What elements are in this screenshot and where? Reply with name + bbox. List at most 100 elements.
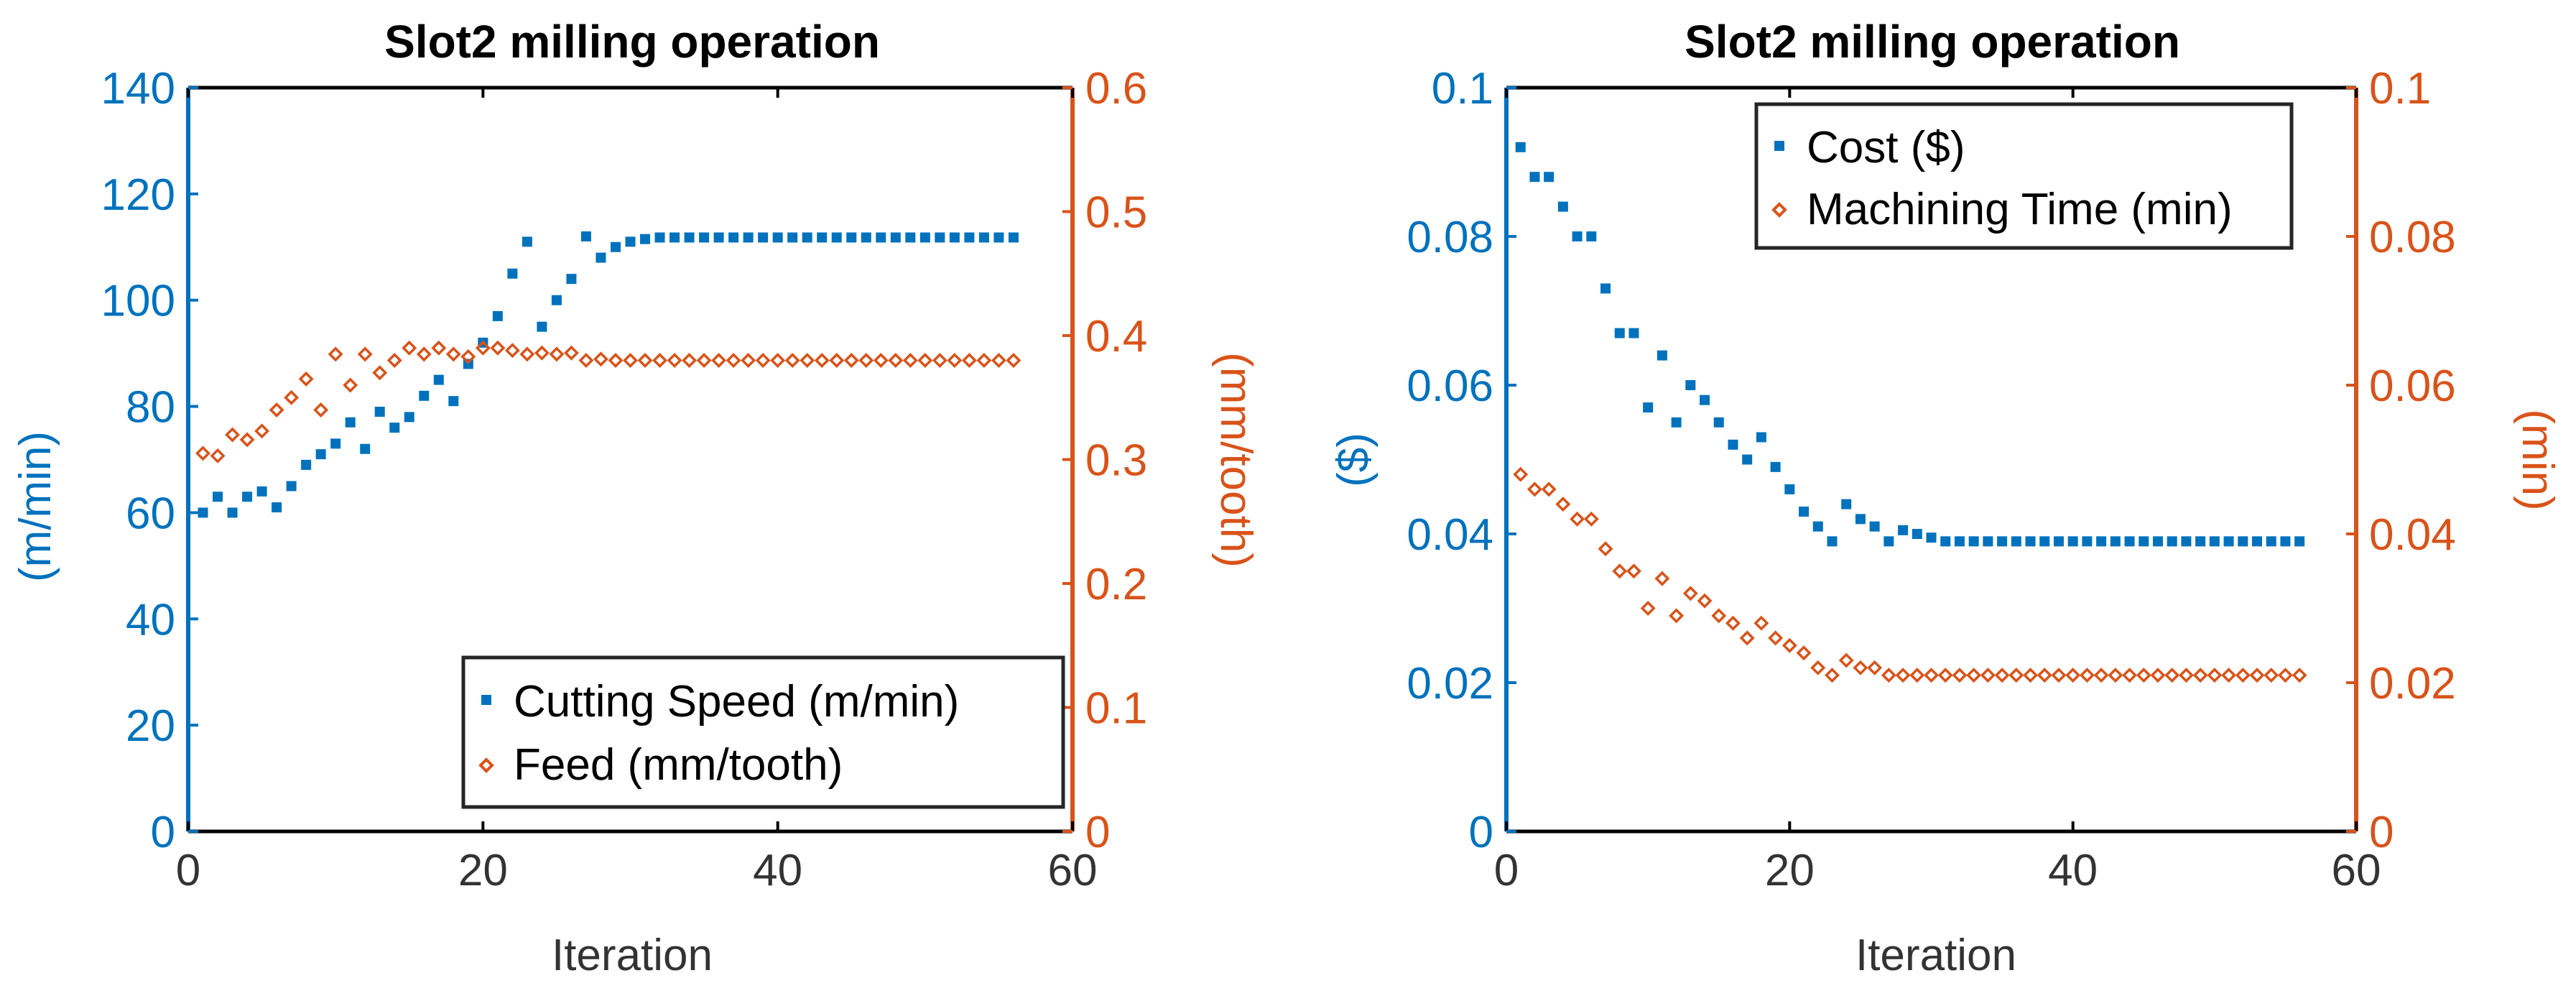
data-point: [1895, 668, 1911, 683]
data-point: [1526, 481, 1542, 497]
y-tick-label-right: 0: [2369, 808, 2394, 857]
data-point: [1006, 353, 1021, 368]
data-point: [431, 340, 447, 356]
data-point: [2079, 668, 2095, 683]
y-tick-label-right: 0.04: [2369, 510, 2456, 560]
legend-marker-cutting-speed: [481, 695, 491, 705]
data-point: [1952, 668, 1968, 683]
data-point: [433, 374, 444, 385]
data-point: [1924, 668, 1939, 683]
data-point: [1654, 571, 1670, 586]
data-point: [802, 232, 812, 243]
data-point: [917, 353, 933, 368]
y-tick-label-right: 0.6: [1085, 64, 1147, 114]
data-point: [1713, 417, 1724, 428]
data-point: [1513, 466, 1529, 482]
chart-title: Slot2 milling operation: [384, 16, 880, 68]
x-tick-label: 20: [458, 846, 508, 895]
data-point: [301, 459, 312, 470]
y-tick-label-left: 60: [126, 489, 175, 538]
data-point: [372, 365, 388, 381]
data-point: [905, 232, 916, 243]
data-point: [2235, 668, 2251, 683]
legend-box: [1754, 102, 2294, 250]
y-tick-label-left: 0.02: [1407, 659, 1493, 709]
legend: Cutting Speed (m/min) Feed (mm/tooth): [461, 655, 1065, 809]
data-point: [357, 346, 373, 362]
y-tick-label-left: 120: [101, 170, 175, 220]
data-point: [741, 353, 756, 368]
data-point: [210, 448, 226, 463]
legend-box: [461, 655, 1065, 809]
data-point: [1810, 660, 1826, 675]
y-tick-label-right: 0.1: [1085, 684, 1147, 734]
data-point: [667, 353, 682, 368]
data-point: [2065, 668, 2081, 683]
data-point: [713, 232, 724, 243]
data-point: [1697, 593, 1713, 609]
data-point: [1583, 511, 1599, 527]
data-point: [460, 349, 476, 364]
data-point: [1612, 563, 1628, 579]
y-tick-label-right: 0.1: [2369, 64, 2431, 114]
data-point: [284, 389, 300, 405]
data-point: [315, 449, 326, 460]
data-point: [195, 446, 210, 461]
data-point: [445, 346, 461, 362]
data-point: [1544, 172, 1555, 183]
data-point: [475, 340, 491, 356]
data-point: [360, 443, 371, 454]
data-point: [2292, 668, 2307, 683]
data-point: [670, 232, 680, 243]
data-point: [386, 353, 402, 368]
data-point: [861, 232, 871, 243]
legend-marker-machining-time: [1771, 202, 1787, 218]
data-point: [637, 353, 653, 368]
data-point: [596, 252, 606, 263]
data-point: [1753, 615, 1769, 631]
series-1: [195, 340, 1021, 463]
data-point: [758, 232, 769, 243]
legend-label-cutting-speed: Cutting Speed (m/min): [514, 677, 959, 726]
data-point: [2136, 668, 2151, 683]
data-point: [949, 232, 960, 243]
data-point: [593, 351, 608, 367]
legend-label-machining-time: Machining Time (min): [1807, 185, 2233, 234]
data-point: [225, 427, 241, 443]
data-point: [416, 346, 432, 362]
y-tick-label-left: 20: [126, 701, 175, 751]
data-point: [682, 353, 698, 368]
data-point: [1881, 668, 1896, 683]
data-point: [1838, 652, 1854, 668]
data-point: [1784, 484, 1795, 494]
data-point: [1940, 536, 1951, 547]
x-axis-label: Iteration: [552, 931, 713, 980]
y-tick-label-left: 80: [126, 383, 175, 433]
data-point: [784, 353, 800, 368]
legend: Cost ($) Machining Time (min): [1754, 102, 2294, 250]
data-point: [298, 371, 314, 387]
y-tick-label-right: 0: [1085, 808, 1110, 857]
data-point: [1994, 668, 2010, 683]
plot-area: 0 20 40 6000.020.040.060.080.100.020.040.06…: [1407, 64, 2455, 895]
data-point: [873, 353, 889, 368]
data-point: [1541, 481, 1557, 497]
data-point: [1572, 231, 1583, 241]
data-point: [919, 232, 930, 243]
y-tick-label-right: 0.5: [1085, 188, 1147, 238]
y-axis-label-right: (mm/tooth): [1211, 352, 1261, 568]
data-point: [978, 232, 989, 243]
data-point: [519, 346, 535, 362]
x-tick-label: 60: [1048, 846, 1098, 895]
y-tick-label-right: 0.4: [1085, 312, 1147, 361]
data-point: [787, 232, 798, 243]
data-point: [2164, 668, 2180, 683]
y-tick-label-right: 0.3: [1085, 436, 1147, 486]
data-point: [402, 340, 417, 356]
data-point: [404, 412, 414, 423]
y-tick-label-left: 0.04: [1407, 510, 1493, 560]
data-point: [829, 353, 845, 368]
data-point: [1853, 660, 1868, 675]
data-point: [2139, 536, 2149, 547]
